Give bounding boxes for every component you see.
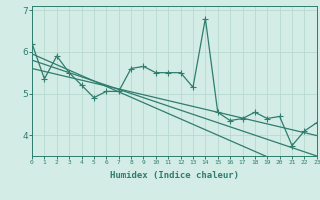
X-axis label: Humidex (Indice chaleur): Humidex (Indice chaleur) — [110, 171, 239, 180]
